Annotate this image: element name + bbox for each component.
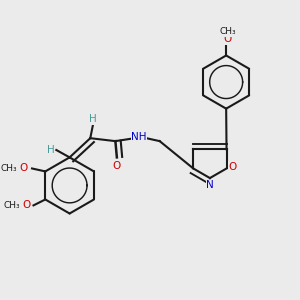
Text: O: O <box>19 164 27 173</box>
Text: H: H <box>89 114 97 124</box>
Text: O: O <box>113 161 121 171</box>
Text: O: O <box>22 200 30 210</box>
Text: O: O <box>228 162 237 172</box>
Text: NH: NH <box>131 132 147 142</box>
Text: CH₃: CH₃ <box>0 164 17 173</box>
Text: CH₃: CH₃ <box>219 27 236 36</box>
Text: O: O <box>224 34 232 44</box>
Text: CH₃: CH₃ <box>3 201 20 210</box>
Text: H: H <box>46 145 54 155</box>
Text: N: N <box>206 180 214 190</box>
